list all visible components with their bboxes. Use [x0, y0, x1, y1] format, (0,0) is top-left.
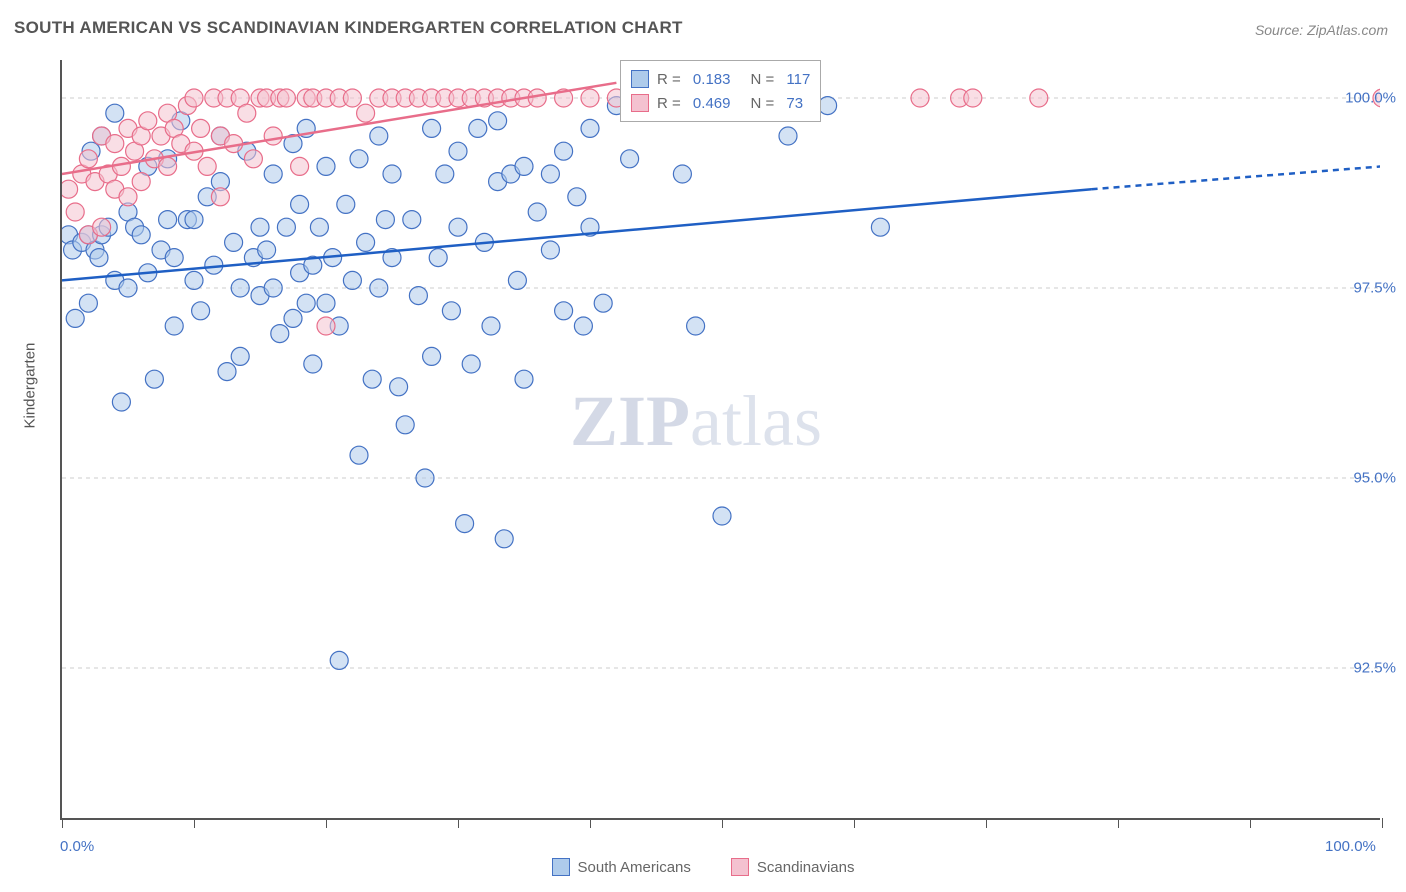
- x-tick: [854, 818, 855, 828]
- x-tick: [1250, 818, 1251, 828]
- x-tick-label: 100.0%: [1325, 838, 1376, 855]
- x-tick: [326, 818, 327, 828]
- n-value: 73: [782, 95, 803, 112]
- x-tick: [590, 818, 591, 828]
- y-axis-label: Kindergarten: [22, 343, 39, 429]
- r-label: R =: [657, 71, 681, 88]
- stats-legend-row: R = 0.469 N = 73: [631, 91, 810, 115]
- stats-legend-row: R = 0.183 N = 117: [631, 67, 810, 91]
- legend-label: South Americans: [578, 859, 691, 876]
- legend-swatch: [631, 94, 649, 112]
- r-value: 0.183: [689, 71, 731, 88]
- plot-area: [60, 60, 1380, 820]
- legend-swatch: [731, 858, 749, 876]
- n-label: N =: [750, 71, 774, 88]
- y-tick-label: 100.0%: [1345, 90, 1396, 107]
- n-label: N =: [750, 95, 774, 112]
- x-tick: [722, 818, 723, 828]
- x-tick: [62, 818, 63, 828]
- chart-title: SOUTH AMERICAN VS SCANDINAVIAN KINDERGAR…: [14, 18, 683, 38]
- r-value: 0.469: [689, 95, 731, 112]
- r-label: R =: [657, 95, 681, 112]
- x-tick-label: 0.0%: [60, 838, 94, 855]
- legend-label: Scandinavians: [757, 859, 855, 876]
- legend-swatch: [631, 70, 649, 88]
- n-value: 117: [782, 71, 810, 88]
- legend-swatch: [552, 858, 570, 876]
- x-tick: [194, 818, 195, 828]
- y-tick-label: 92.5%: [1353, 660, 1396, 677]
- chart-svg: [62, 60, 1380, 818]
- bottom-legend: South Americans Scandinavians: [0, 858, 1406, 880]
- y-tick-label: 97.5%: [1353, 280, 1396, 297]
- stats-legend: R = 0.183 N = 117 R = 0.469 N = 73: [620, 60, 821, 122]
- x-tick: [1382, 818, 1383, 828]
- source-attribution: Source: ZipAtlas.com: [1255, 22, 1388, 38]
- y-tick-label: 95.0%: [1353, 470, 1396, 487]
- bottom-legend-item: South Americans: [552, 858, 691, 876]
- x-tick: [1118, 818, 1119, 828]
- x-tick: [986, 818, 987, 828]
- x-tick: [458, 818, 459, 828]
- bottom-legend-item: Scandinavians: [731, 858, 855, 876]
